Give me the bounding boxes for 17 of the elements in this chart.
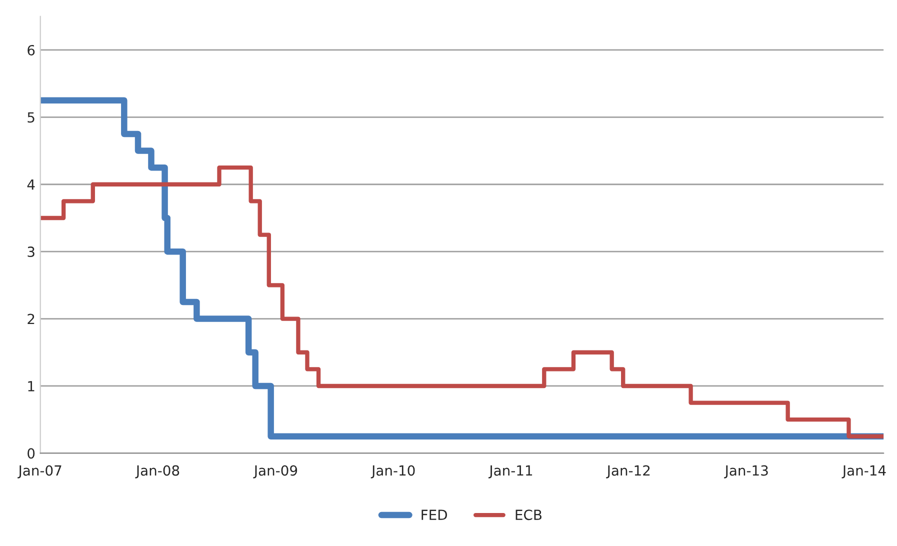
- y-tick-label: 0: [28, 448, 35, 459]
- x-tick-label: Jan-09: [253, 465, 298, 478]
- legend-label: FED: [422, 510, 447, 520]
- y-tick-label: 3: [28, 246, 34, 258]
- x-tick-label: Jan-10: [370, 465, 415, 478]
- x-tick-label: Jan-07: [18, 465, 62, 478]
- x-tick-label: Jan-11: [488, 465, 532, 478]
- legend-label: ECB: [516, 510, 542, 520]
- y-tick-label: 1: [28, 381, 34, 392]
- x-tick-label: Jan-08: [135, 465, 180, 478]
- x-tick-label: Jan-14: [842, 465, 886, 478]
- y-tick-label: 6: [28, 44, 35, 56]
- x-tick-label: Jan-12: [606, 465, 650, 478]
- x-tick-label: Jan-13: [724, 465, 768, 478]
- y-tick-label: 5: [28, 112, 34, 123]
- y-tick-label: 4: [27, 180, 35, 190]
- y-tick-label: 2: [28, 314, 34, 324]
